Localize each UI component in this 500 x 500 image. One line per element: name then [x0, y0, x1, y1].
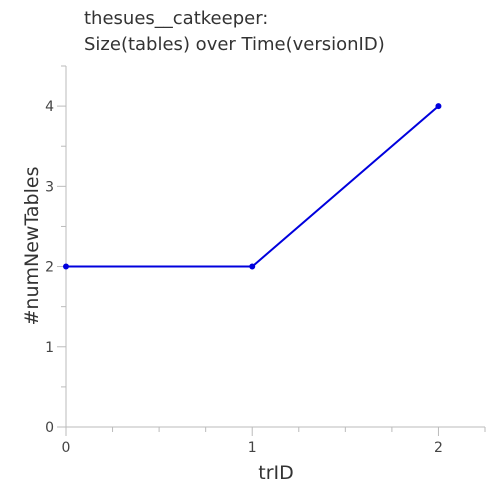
chart-title-line-2: Size(tables) over Time(versionID): [84, 34, 385, 55]
tick-labels: 0 1 2 0 1 2 3 4: [45, 99, 443, 456]
x-axis-label: trID: [258, 462, 294, 484]
y-tick-label: 2: [45, 260, 54, 276]
chart-title-line-1: thesues__catkeeper:: [84, 8, 268, 29]
data-point: [249, 263, 256, 270]
data-series: [63, 103, 442, 270]
y-axis-label: #numNewTables: [21, 167, 43, 326]
y-tick-label: 3: [45, 179, 54, 195]
x-tick-label: 2: [434, 440, 443, 456]
x-tick-label: 1: [248, 440, 257, 456]
data-point: [63, 263, 69, 270]
y-tick-label: 1: [45, 340, 54, 356]
x-tick-label: 0: [62, 440, 71, 456]
tick-marks: [57, 65, 486, 436]
series-line: [66, 105, 440, 268]
y-tick-label: 4: [45, 99, 54, 115]
axes: [65, 66, 485, 428]
y-tick-label: 0: [45, 420, 54, 436]
data-point: [435, 103, 442, 110]
